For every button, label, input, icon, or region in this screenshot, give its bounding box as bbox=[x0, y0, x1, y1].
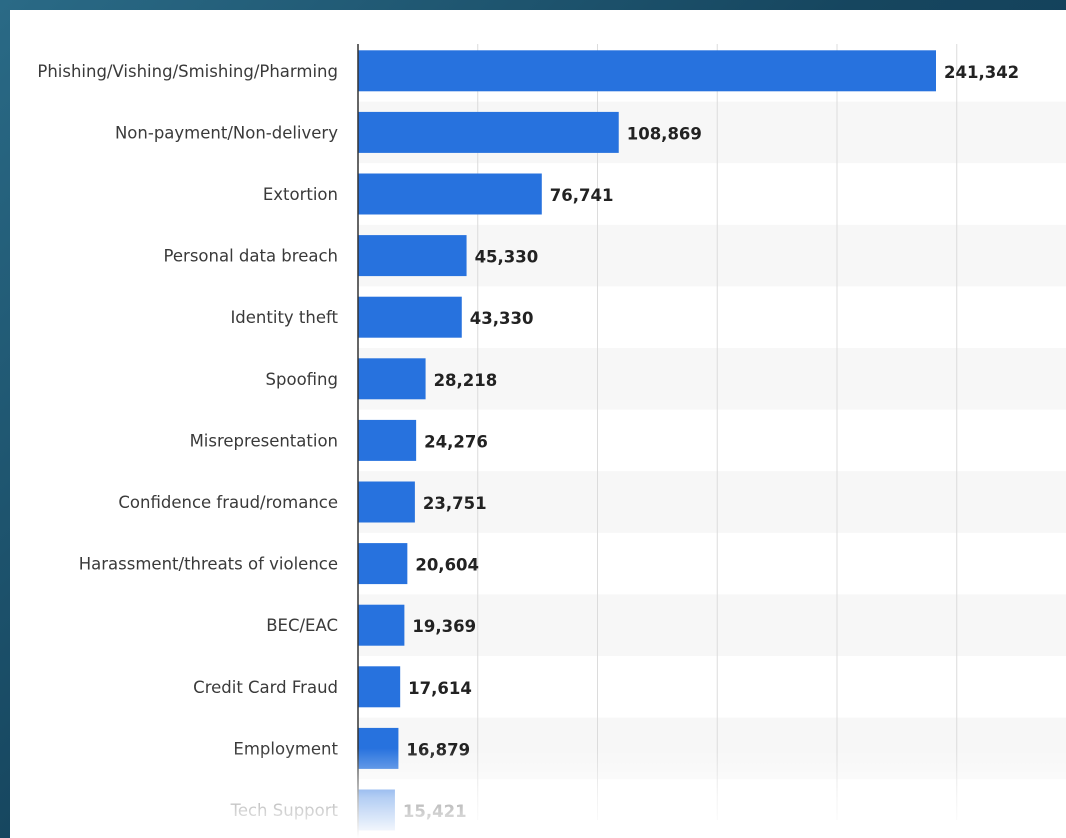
row-band bbox=[358, 224, 1066, 287]
value-label: 19,369 bbox=[412, 617, 476, 636]
value-label: 24,276 bbox=[424, 432, 488, 451]
bar bbox=[358, 419, 417, 461]
value-label: 17,614 bbox=[408, 679, 472, 698]
category-label: Misrepresentation bbox=[190, 431, 338, 450]
category-label: Credit Card Fraud bbox=[193, 678, 338, 697]
bar bbox=[358, 727, 399, 769]
bar bbox=[358, 358, 426, 400]
row-band bbox=[358, 471, 1066, 533]
bar bbox=[358, 789, 395, 831]
value-label: 20,604 bbox=[415, 556, 479, 575]
category-label: Identity theft bbox=[230, 308, 338, 327]
category-label: Harassment/threats of violence bbox=[79, 555, 338, 574]
category-label: Non-payment/Non-delivery bbox=[115, 123, 338, 142]
category-label: Employment bbox=[233, 739, 338, 758]
bar bbox=[358, 173, 542, 215]
gridlines bbox=[477, 44, 958, 820]
value-label: 241,342 bbox=[944, 63, 1019, 82]
bar bbox=[358, 543, 408, 585]
bar bbox=[358, 111, 619, 153]
bar bbox=[358, 666, 401, 708]
category-label: BEC/EAC bbox=[266, 616, 338, 635]
category-label: Spoofing bbox=[266, 370, 338, 389]
bar bbox=[358, 296, 462, 338]
category-label: Personal data breach bbox=[164, 247, 338, 266]
value-label: 15,421 bbox=[403, 802, 467, 821]
value-label: 16,879 bbox=[406, 740, 470, 759]
category-label: Extortion bbox=[263, 185, 338, 204]
row-band bbox=[358, 348, 1066, 410]
row-band bbox=[358, 594, 1066, 656]
bar bbox=[358, 235, 467, 277]
bar bbox=[358, 481, 415, 523]
category-label: Tech Support bbox=[230, 801, 339, 820]
bar bbox=[358, 604, 405, 646]
category-label: Confidence fraud/romance bbox=[118, 493, 338, 512]
value-label: 45,330 bbox=[475, 248, 539, 267]
value-label: 23,751 bbox=[423, 494, 487, 513]
value-label: 108,869 bbox=[627, 124, 702, 143]
bar-chart: Phishing/Vishing/Smishing/Pharming Non-pa… bbox=[37, 44, 1066, 838]
bar bbox=[358, 50, 936, 92]
category-label: Phishing/Vishing/Smishing/Pharming bbox=[37, 62, 338, 81]
value-label: 76,741 bbox=[550, 186, 614, 205]
value-label: 43,330 bbox=[470, 309, 534, 328]
category-labels: Phishing/Vishing/Smishing/Pharming Non-pa… bbox=[37, 62, 338, 820]
value-label: 28,218 bbox=[434, 371, 498, 390]
chart-panel: Phishing/Vishing/Smishing/Pharming Non-pa… bbox=[10, 10, 1066, 838]
